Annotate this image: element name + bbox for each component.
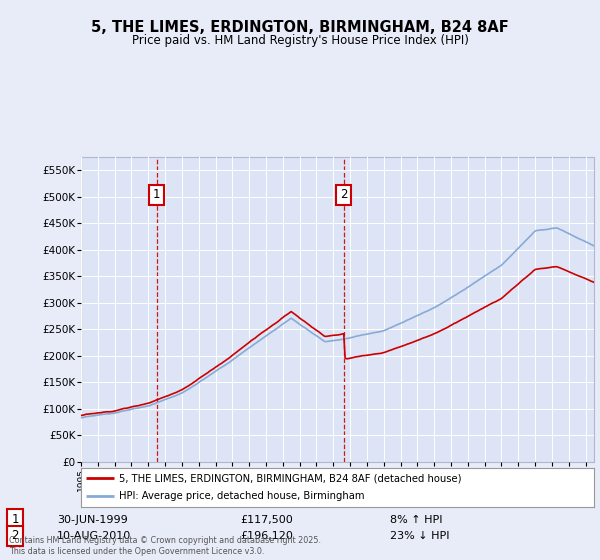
Text: 30-JUN-1999: 30-JUN-1999 [57,515,128,525]
Text: Price paid vs. HM Land Registry's House Price Index (HPI): Price paid vs. HM Land Registry's House … [131,34,469,46]
Text: 5, THE LIMES, ERDINGTON, BIRMINGHAM, B24 8AF: 5, THE LIMES, ERDINGTON, BIRMINGHAM, B24… [91,20,509,35]
Text: 2: 2 [340,189,347,202]
Text: 5, THE LIMES, ERDINGTON, BIRMINGHAM, B24 8AF (detached house): 5, THE LIMES, ERDINGTON, BIRMINGHAM, B24… [119,473,462,483]
Text: 2: 2 [11,529,19,543]
Text: 1: 1 [153,189,160,202]
Text: 23% ↓ HPI: 23% ↓ HPI [390,531,449,541]
Text: 8% ↑ HPI: 8% ↑ HPI [390,515,443,525]
Text: Contains HM Land Registry data © Crown copyright and database right 2025.
This d: Contains HM Land Registry data © Crown c… [9,536,321,556]
Text: HPI: Average price, detached house, Birmingham: HPI: Average price, detached house, Birm… [119,491,365,501]
Text: 10-AUG-2010: 10-AUG-2010 [57,531,131,541]
Text: £196,120: £196,120 [240,531,293,541]
Text: £117,500: £117,500 [240,515,293,525]
Text: 1: 1 [11,513,19,526]
